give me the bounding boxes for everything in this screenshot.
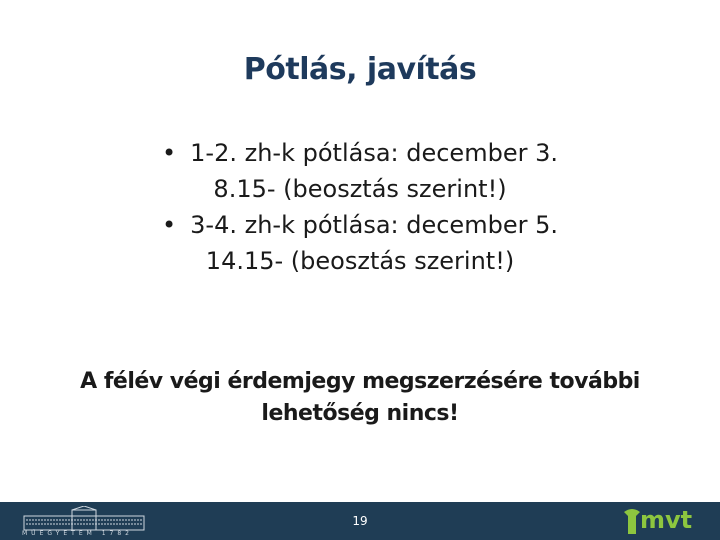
bullet-icon: •	[162, 211, 177, 239]
note-text: A félév végi érdemjegy megszerzésére tov…	[0, 366, 720, 430]
slide-title: Pótlás, javítás	[243, 52, 477, 87]
bullet-continuation: 8.15- (beosztás szerint!)	[213, 175, 507, 203]
footer-bar: MŰEGYETEM 1782 19 mvt	[0, 502, 720, 540]
note-line: A félév végi érdemjegy megszerzésére tov…	[80, 369, 640, 394]
bullet-list: • 1-2. zh-k pótlása: december 3. 8.15- (b…	[0, 135, 720, 279]
bullet-item: • 1-2. zh-k pótlása: december 3.	[0, 135, 720, 171]
bullet-item: • 3-4. zh-k pótlása: december 5.	[0, 207, 720, 243]
university-building-logo	[23, 506, 145, 531]
bullet-text: 3-4. zh-k pótlása: december 5.	[190, 211, 558, 239]
note-line: lehetőség nincs!	[261, 401, 459, 426]
bullet-icon: •	[162, 139, 177, 167]
mvt-logo-text: mvt	[640, 506, 693, 534]
page-number: 19	[352, 514, 368, 528]
mvt-logo-icon	[624, 509, 640, 534]
bullet-text: 1-2. zh-k pótlása: december 3.	[190, 139, 558, 167]
bullet-continuation: 14.15- (beosztás szerint!)	[205, 247, 515, 275]
university-logo-text: MŰEGYETEM 1782	[22, 530, 133, 537]
